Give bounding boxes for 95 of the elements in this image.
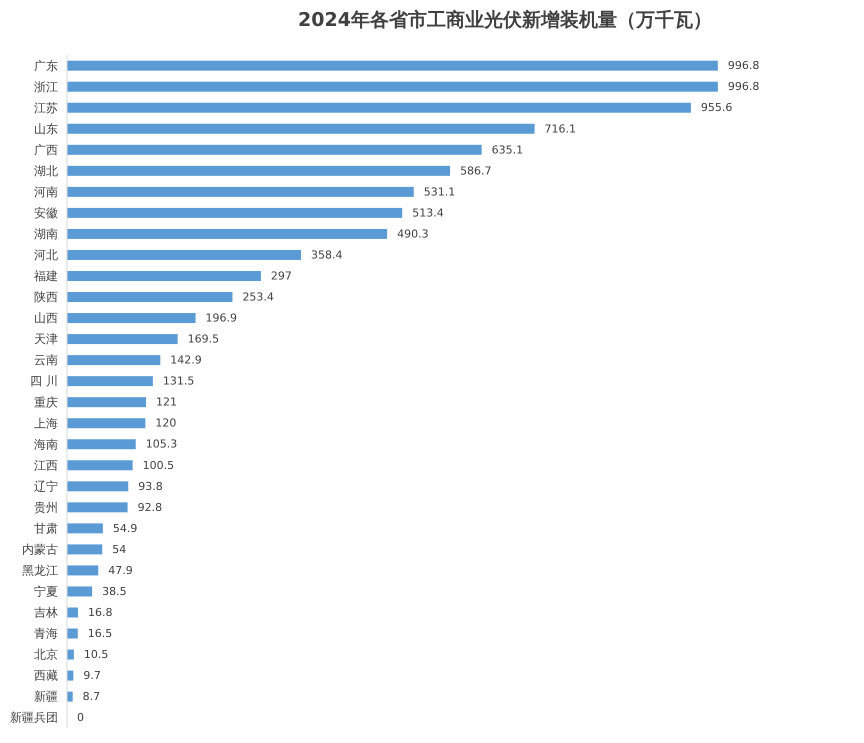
y-tick-label: 浙江 — [34, 80, 58, 94]
y-tick-label: 新疆兵团 — [10, 710, 58, 725]
y-tick-label: 内蒙古 — [22, 542, 58, 556]
y-tick-label: 陕西 — [34, 290, 58, 304]
data-label: 586.7 — [460, 164, 492, 178]
bar — [67, 292, 232, 302]
y-tick-label: 辽宁 — [34, 479, 58, 494]
y-tick-label: 吉林 — [34, 606, 58, 620]
y-tick-label: 江西 — [34, 458, 58, 472]
bar — [67, 523, 103, 534]
y-tick-label: 山东 — [34, 122, 58, 136]
bar — [67, 186, 414, 197]
data-label: 54.9 — [112, 522, 138, 535]
y-tick-label: 山西 — [34, 311, 58, 326]
data-label: 105.3 — [146, 438, 178, 451]
bar — [67, 544, 102, 554]
bar — [67, 334, 178, 344]
bar — [67, 565, 98, 576]
y-tick-label: 四 川 — [30, 374, 58, 388]
bar — [67, 270, 261, 281]
y-tick-label: 湖南 — [34, 227, 58, 242]
data-label: 8.7 — [82, 690, 100, 704]
data-label: 54 — [112, 542, 126, 556]
bar — [67, 460, 133, 470]
data-label: 996.8 — [728, 80, 760, 94]
y-tick-label: 天津 — [34, 332, 58, 346]
data-label: 716.1 — [544, 122, 576, 136]
bar — [67, 102, 691, 113]
bar — [67, 355, 160, 366]
y-tick-label: 西藏 — [34, 668, 58, 683]
y-tick-label: 广西 — [34, 142, 58, 157]
bar — [67, 502, 128, 512]
y-tick-label: 安徽 — [34, 206, 58, 220]
y-tick-label: 新疆 — [34, 690, 58, 704]
y-tick-label: 青海 — [34, 626, 58, 641]
data-label: 253.4 — [242, 290, 274, 304]
data-label: 10.5 — [84, 648, 108, 662]
y-tick-label: 云南 — [34, 353, 58, 368]
data-label: 142.9 — [170, 354, 202, 367]
y-tick-label: 河北 — [34, 248, 58, 262]
y-tick-label: 甘肃 — [34, 521, 58, 536]
data-label: 16.5 — [88, 627, 112, 640]
data-label: 297 — [270, 269, 292, 282]
bar — [67, 82, 718, 92]
y-tick-label: 上海 — [34, 416, 58, 430]
data-label: 93.8 — [138, 480, 163, 493]
bar — [67, 650, 74, 660]
data-label: 121 — [156, 396, 178, 409]
data-label: 358.4 — [311, 248, 343, 262]
bar — [67, 208, 402, 218]
data-label: 196.9 — [206, 312, 238, 325]
bar — [67, 607, 78, 618]
data-label: 635.1 — [492, 143, 524, 156]
data-label: 16.8 — [88, 606, 112, 619]
bar — [67, 418, 146, 428]
y-tick-label: 江苏 — [34, 100, 58, 115]
bar — [67, 481, 128, 492]
bar — [67, 124, 535, 134]
y-tick-label: 北京 — [34, 648, 58, 662]
data-label: 9.7 — [83, 669, 101, 682]
data-label: 996.8 — [728, 59, 760, 72]
y-tick-label: 广东 — [34, 58, 58, 73]
chart-title: 2024年各省市工商业光伏新增装机量（万千瓦） — [297, 8, 713, 33]
bar — [67, 439, 136, 450]
data-label: 120 — [155, 416, 176, 430]
y-tick-label: 宁夏 — [34, 584, 58, 599]
data-label: 47.9 — [108, 564, 133, 577]
bar — [67, 376, 153, 386]
data-label: 169.5 — [188, 332, 220, 346]
y-tick-label: 黑龙江 — [22, 564, 58, 578]
bar — [67, 228, 388, 239]
bar — [67, 60, 718, 71]
data-label: 955.6 — [700, 101, 732, 114]
y-tick-label: 海南 — [34, 437, 58, 452]
data-label: 513.4 — [412, 206, 444, 220]
bar — [67, 670, 74, 681]
bar — [67, 397, 146, 408]
bar — [67, 628, 78, 639]
y-tick-label: 湖北 — [34, 164, 58, 178]
data-label: 0 — [77, 711, 84, 724]
bar — [67, 250, 302, 260]
bar — [67, 166, 450, 176]
data-label: 531.1 — [424, 185, 456, 198]
y-tick-label: 贵州 — [34, 500, 58, 514]
data-label: 490.3 — [397, 227, 429, 240]
y-tick-label: 河南 — [34, 184, 58, 199]
data-label: 92.8 — [138, 500, 162, 514]
y-tick-label: 重庆 — [34, 395, 58, 410]
data-label: 131.5 — [162, 374, 194, 388]
data-label: 100.5 — [142, 458, 174, 472]
data-label: 38.5 — [102, 584, 127, 598]
bar — [67, 313, 196, 324]
y-tick-label: 福建 — [34, 269, 58, 284]
bar — [67, 586, 92, 596]
bar — [67, 144, 482, 155]
